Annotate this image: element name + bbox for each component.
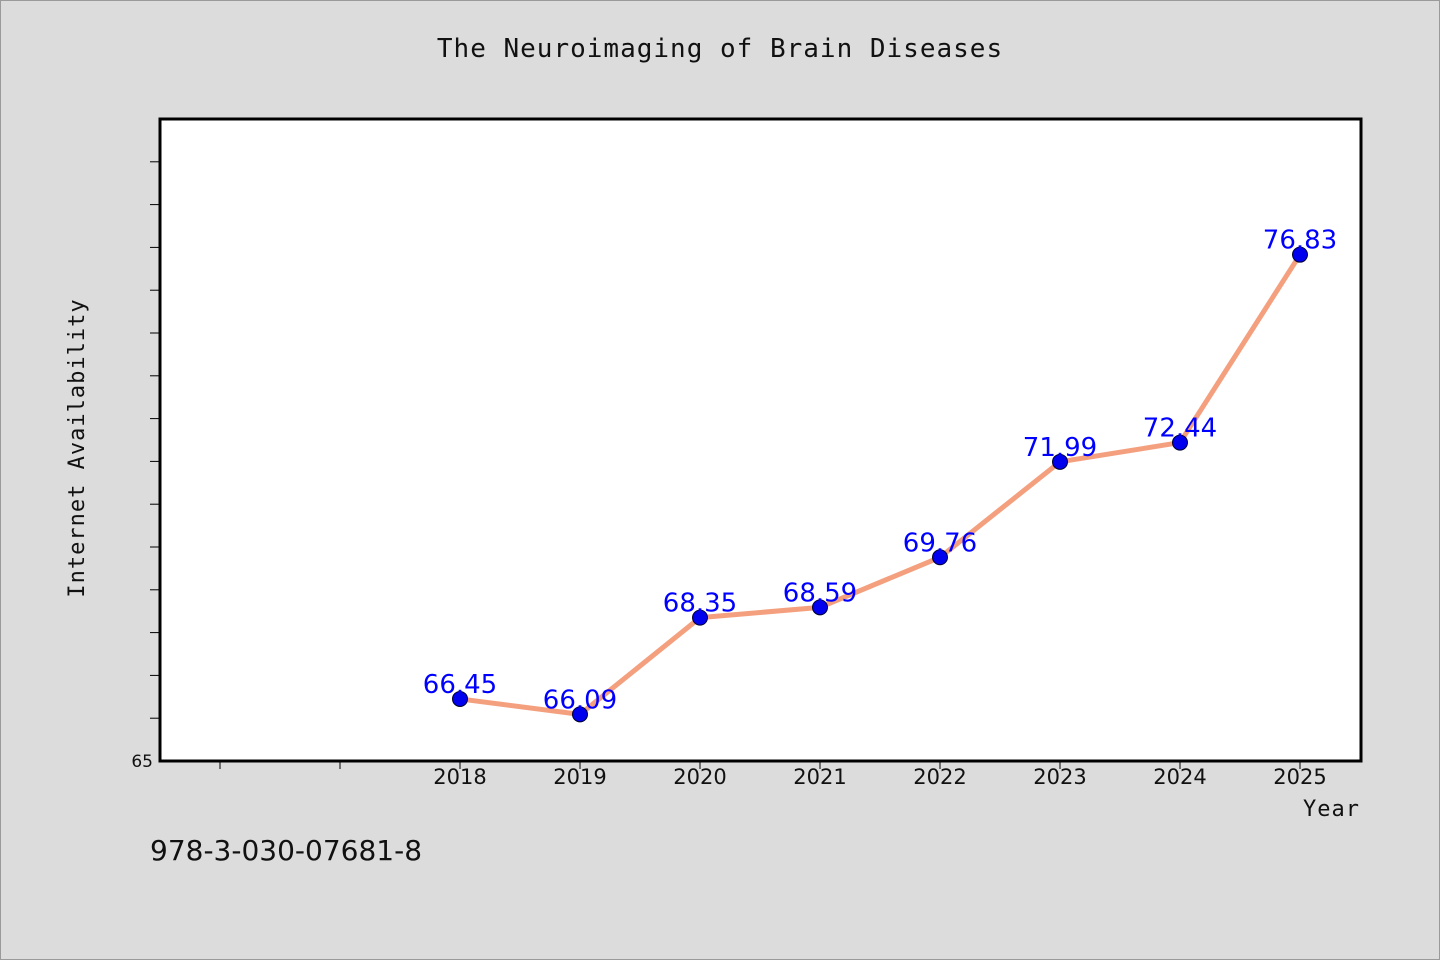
x-tick-label: 2019 bbox=[553, 765, 606, 789]
chart-title: The Neuroimaging of Brain Diseases bbox=[436, 34, 1004, 64]
data-point bbox=[812, 599, 828, 616]
x-tick-label: 2024 bbox=[1153, 765, 1206, 789]
x-tick-label: 2018 bbox=[433, 765, 486, 789]
data-label: 66.45 bbox=[423, 670, 497, 700]
data-label: 76.83 bbox=[1263, 226, 1337, 256]
data-label: 68.59 bbox=[783, 578, 857, 608]
plot-area bbox=[158, 117, 1363, 763]
data-point bbox=[572, 706, 588, 723]
data-label: 66.09 bbox=[543, 685, 617, 715]
x-axis-label: Year bbox=[1303, 797, 1360, 822]
data-label: 69.76 bbox=[903, 528, 977, 558]
data-point bbox=[1292, 246, 1308, 263]
data-point bbox=[1172, 434, 1188, 451]
x-tick-label: 2020 bbox=[673, 765, 726, 789]
y-axis-label: Internet Availability bbox=[65, 298, 90, 597]
x-tick-label: 2021 bbox=[793, 765, 846, 789]
isbn-text: 978-3-030-07681-8 bbox=[150, 834, 423, 867]
data-point bbox=[1052, 453, 1068, 470]
y-axis-ticks bbox=[150, 161, 160, 719]
data-point bbox=[452, 690, 468, 707]
data-label: 71.99 bbox=[1023, 433, 1097, 463]
data-point bbox=[692, 609, 708, 626]
series-markers bbox=[452, 246, 1308, 723]
data-label: 68.35 bbox=[663, 589, 737, 619]
data-point bbox=[932, 549, 948, 566]
x-axis-ticks bbox=[219, 761, 1301, 769]
data-labels: 66.45 66.09 68.35 68.59 69.76 71.99 72.44 76.83 bbox=[423, 226, 1337, 716]
x-tick-label: 2023 bbox=[1033, 765, 1086, 789]
data-label: 72.44 bbox=[1143, 414, 1217, 444]
x-tick-label: 2022 bbox=[913, 765, 966, 789]
series-line bbox=[457, 252, 1303, 717]
y-tick-label: 65 bbox=[131, 752, 153, 772]
x-tick-label: 2025 bbox=[1273, 765, 1326, 789]
x-tick-labels: 2018 2019 2020 2021 2022 2023 2024 2025 bbox=[433, 765, 1326, 789]
